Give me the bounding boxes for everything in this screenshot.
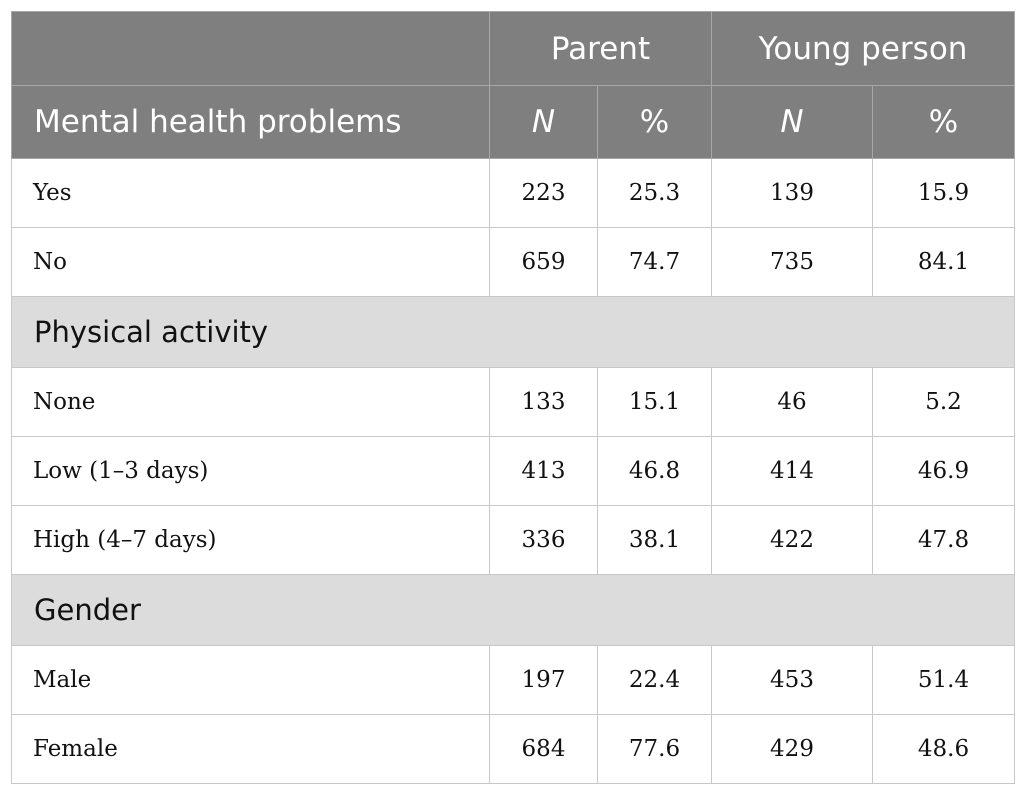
parent-n-cell: 336 [489,505,598,575]
young-pct-cell: 5.2 [872,367,1015,437]
header-young-n: N [711,85,873,159]
parent-n-cell: 197 [489,645,598,715]
header-parent-n: N [489,85,598,159]
header-group-young-person: Young person [711,11,1015,86]
young-pct-cell: 84.1 [872,227,1015,297]
parent-pct-cell: 38.1 [597,505,712,575]
row-label: No [11,227,490,297]
header-empty-cell [11,11,490,86]
data-table-container: Parent Young person Mental health proble… [11,11,1015,784]
young-pct-cell: 51.4 [872,645,1015,715]
table-row: Female 684 77.6 429 48.6 [11,714,1015,784]
section-header-physical-activity: Physical activity [11,296,1015,368]
header-young-pct: % [872,85,1015,159]
young-n-cell: 422 [711,505,873,575]
young-n-cell: 429 [711,714,873,784]
row-label: Female [11,714,490,784]
parent-pct-cell: 22.4 [597,645,712,715]
parent-n-cell: 659 [489,227,598,297]
parent-pct-cell: 77.6 [597,714,712,784]
header-group-parent: Parent [489,11,712,86]
young-n-cell: 735 [711,227,873,297]
parent-n-cell: 133 [489,367,598,437]
parent-pct-cell: 15.1 [597,367,712,437]
header-row-columns: Mental health problems N % N % [11,85,1015,159]
row-label: Low (1–3 days) [11,436,490,506]
row-label: Yes [11,158,490,228]
section-title: Gender [11,574,1015,646]
table-row: No 659 74.7 735 84.1 [11,227,1015,297]
young-n-cell: 139 [711,158,873,228]
parent-pct-cell: 25.3 [597,158,712,228]
row-label: None [11,367,490,437]
young-pct-cell: 47.8 [872,505,1015,575]
header-mental-health-problems: Mental health problems [11,85,490,159]
parent-n-cell: 684 [489,714,598,784]
section-header-gender: Gender [11,574,1015,646]
table-row: High (4–7 days) 336 38.1 422 47.8 [11,505,1015,575]
young-n-cell: 414 [711,436,873,506]
parent-n-cell: 413 [489,436,598,506]
table-row: Low (1–3 days) 413 46.8 414 46.9 [11,436,1015,506]
young-n-cell: 453 [711,645,873,715]
header-row-groups: Parent Young person [11,11,1015,86]
young-n-cell: 46 [711,367,873,437]
table-row: Male 197 22.4 453 51.4 [11,645,1015,715]
data-table: Parent Young person Mental health proble… [11,11,1015,784]
row-label: High (4–7 days) [11,505,490,575]
young-pct-cell: 15.9 [872,158,1015,228]
table-row: Yes 223 25.3 139 15.9 [11,158,1015,228]
parent-n-cell: 223 [489,158,598,228]
section-title: Physical activity [11,296,1015,368]
young-pct-cell: 48.6 [872,714,1015,784]
table-row: None 133 15.1 46 5.2 [11,367,1015,437]
parent-pct-cell: 46.8 [597,436,712,506]
parent-pct-cell: 74.7 [597,227,712,297]
header-parent-pct: % [597,85,712,159]
row-label: Male [11,645,490,715]
young-pct-cell: 46.9 [872,436,1015,506]
